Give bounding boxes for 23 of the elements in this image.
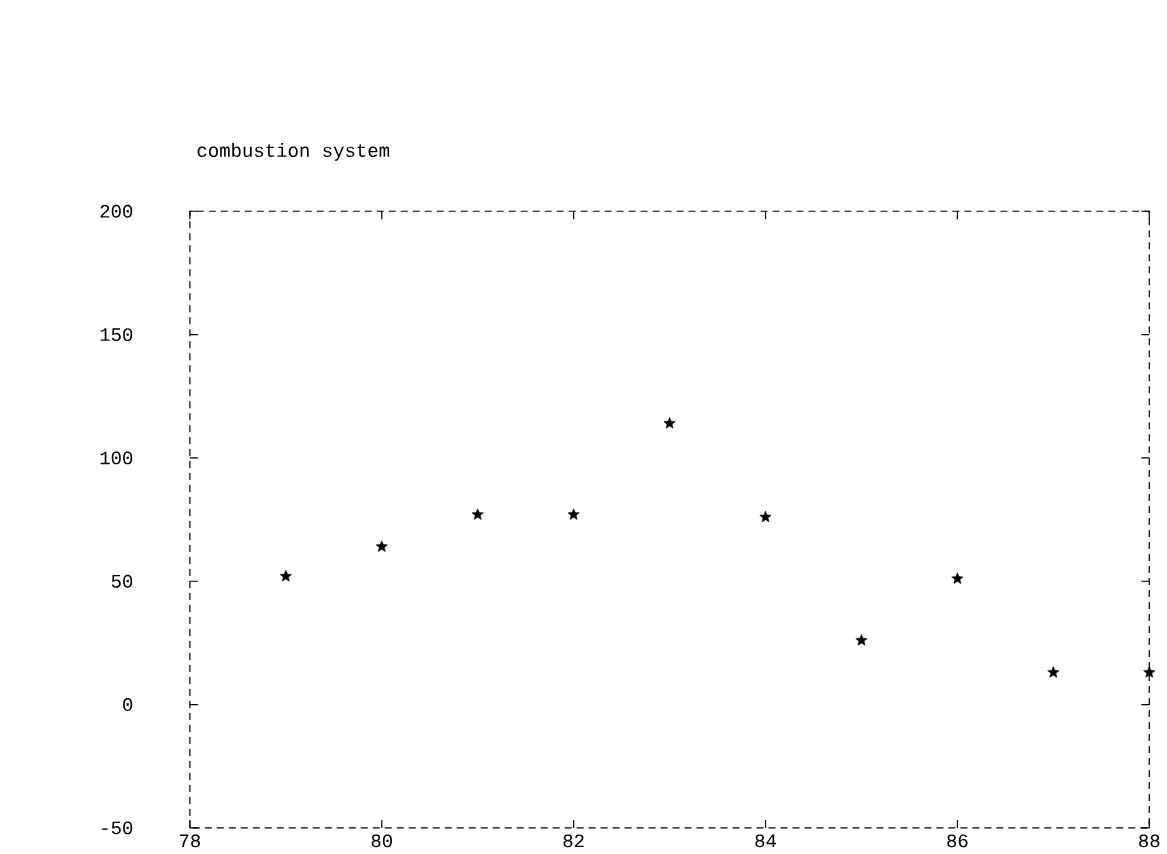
y-tick-label: 0 [123,698,133,712]
point [279,570,292,582]
point [471,508,484,520]
x-tick-label: 84 [755,834,776,848]
y-tick-label: 150 [100,328,133,342]
x-tick-label: 86 [947,834,968,848]
point [375,540,388,552]
point [1047,666,1060,678]
point [663,417,676,429]
y-tick-label: 50 [111,574,133,588]
y-tick-label: -50 [102,821,133,835]
point [855,634,868,646]
y-tick-label: 100 [100,451,133,465]
point [567,508,580,520]
point [759,511,772,523]
y-tick-label: 200 [100,205,133,218]
x-tick-label: 88 [1139,834,1160,848]
point [951,572,964,585]
x-tick-label: 80 [371,834,392,848]
chart-title: combustion system [197,143,390,161]
x-tick-label: 82 [563,834,584,848]
x-tick-label: 78 [179,834,201,848]
point [1143,666,1156,678]
